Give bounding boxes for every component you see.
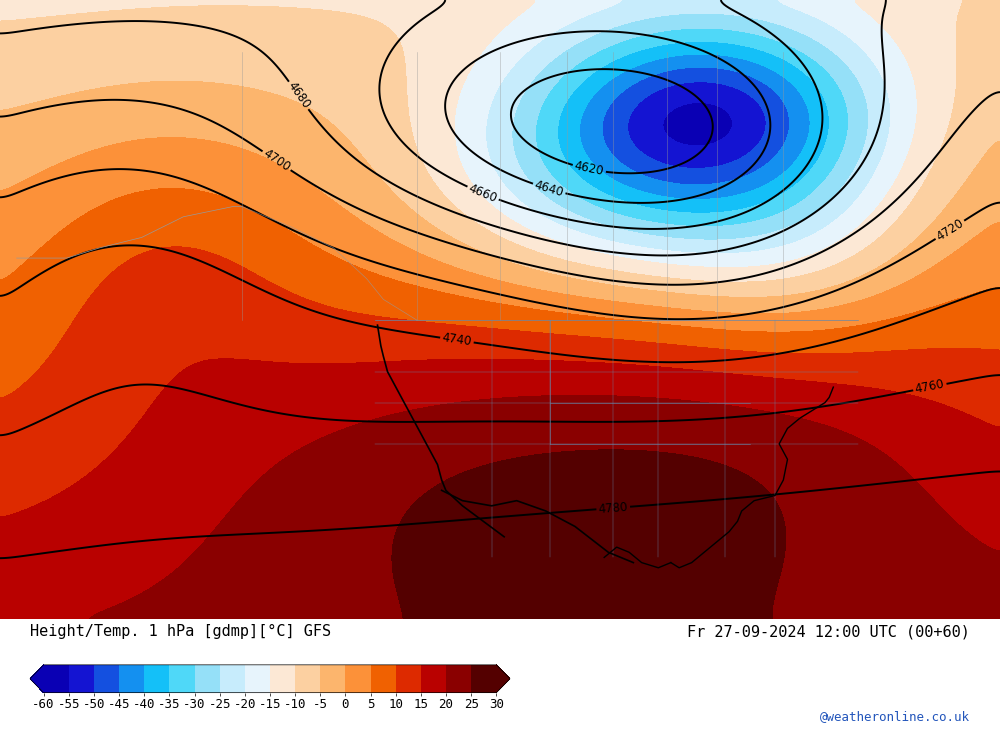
- Text: 4720: 4720: [934, 216, 966, 243]
- Text: 4740: 4740: [441, 331, 473, 349]
- Text: Fr 27-09-2024 12:00 UTC (00+60): Fr 27-09-2024 12:00 UTC (00+60): [687, 625, 970, 639]
- Text: 4620: 4620: [573, 160, 605, 178]
- PathPatch shape: [496, 665, 510, 693]
- PathPatch shape: [30, 665, 44, 693]
- Text: 4680: 4680: [285, 80, 312, 111]
- Text: 4760: 4760: [914, 377, 946, 397]
- Text: 4700: 4700: [261, 147, 293, 174]
- Text: Height/Temp. 1 hPa [gdmp][°C] GFS: Height/Temp. 1 hPa [gdmp][°C] GFS: [30, 625, 331, 639]
- Text: 4660: 4660: [467, 182, 499, 205]
- Text: 4640: 4640: [533, 178, 565, 199]
- Text: 4780: 4780: [598, 501, 629, 515]
- Text: @weatheronline.co.uk: @weatheronline.co.uk: [820, 710, 970, 723]
